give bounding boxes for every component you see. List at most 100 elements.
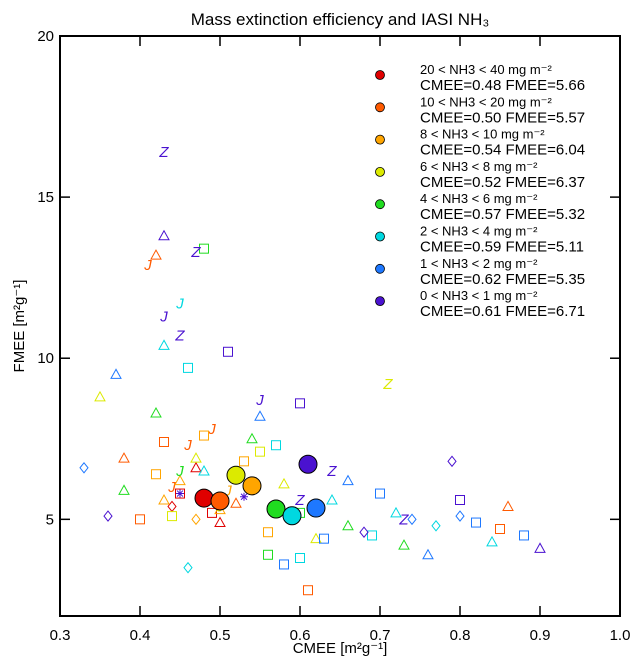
point-square	[183, 362, 193, 373]
point-square	[271, 440, 281, 451]
point-triangle	[230, 497, 242, 508]
point-triangle	[158, 493, 170, 505]
point-triangle	[502, 500, 514, 511]
legend-label: 8 < NH3 < 10 mg m⁻²	[420, 127, 545, 142]
point-square	[207, 507, 217, 518]
legend-stats: CMEE=0.50 FMEE=5.57	[420, 109, 585, 126]
point-square	[519, 530, 529, 541]
point-triangle	[342, 474, 354, 486]
y-tick-label: 10	[37, 350, 54, 367]
point-letter: Z	[294, 492, 305, 509]
point-triangle	[398, 539, 410, 550]
point-diamond	[407, 513, 417, 526]
legend-label: 6 < NH3 < 8 mg m⁻²	[420, 159, 538, 174]
point-triangle	[422, 548, 434, 560]
point-triangle	[158, 339, 170, 350]
point-square	[455, 495, 465, 505]
point-square	[199, 430, 209, 441]
point-letter: J	[183, 437, 192, 454]
x-tick-label: 0.6	[290, 627, 311, 644]
point-triangle	[326, 493, 338, 505]
point-triangle	[214, 516, 226, 528]
point-square	[263, 527, 273, 538]
x-tick-label: 0.5	[210, 627, 231, 644]
point-square	[471, 517, 481, 528]
point-diamond	[447, 455, 457, 468]
point-triangle	[310, 532, 322, 544]
legend-stats: CMEE=0.48 FMEE=5.66	[420, 77, 585, 94]
point-square	[279, 559, 289, 570]
point-triangle	[118, 452, 130, 463]
mean-point	[298, 454, 318, 474]
legend-marker	[375, 231, 385, 242]
point-square	[295, 553, 305, 563]
point-letter: J	[255, 392, 264, 409]
y-tick-label: 20	[37, 28, 54, 45]
mean-point	[282, 506, 302, 526]
point-triangle	[198, 464, 210, 476]
point-letter: Z	[174, 328, 185, 345]
point-letter: Z	[382, 376, 393, 393]
legend-label: 10 < NH3 < 20 mg m⁻²	[420, 94, 553, 109]
legend-stats: CMEE=0.54 FMEE=6.04	[420, 142, 585, 159]
point-triangle	[534, 542, 546, 553]
point-letter: J	[175, 295, 184, 312]
mean-point	[194, 488, 214, 508]
legend-marker	[375, 70, 385, 80]
point-diamond	[183, 561, 193, 574]
point-square	[159, 437, 169, 447]
legend-stats: CMEE=0.62 FMEE=5.35	[420, 271, 585, 288]
point-triangle	[390, 506, 402, 518]
mean-point	[210, 491, 230, 511]
point-square	[135, 514, 145, 525]
point-square	[319, 533, 329, 544]
legend-label: 20 < NH3 < 40 mg m⁻²	[420, 62, 553, 77]
point-diamond	[455, 510, 465, 522]
legend-label: 0 < NH3 < 1 mg m⁻²	[420, 288, 538, 303]
point-letter: Z	[398, 511, 409, 528]
point-diamond	[79, 461, 89, 474]
point-triangle	[94, 390, 106, 402]
point-diamond	[191, 513, 201, 526]
legend-stats: CMEE=0.52 FMEE=6.37	[420, 174, 585, 191]
point-triangle	[190, 461, 202, 473]
y-axis-label: FMEE [m²g⁻¹]	[11, 280, 28, 373]
point-triangle	[278, 477, 290, 489]
point-triangle	[150, 406, 162, 418]
point-triangle	[158, 229, 170, 241]
point-triangle	[118, 484, 130, 495]
point-triangle	[150, 249, 162, 260]
point-letter: J	[143, 257, 152, 274]
legend-stats: CMEE=0.57 FMEE=5.32	[420, 206, 585, 223]
point-square	[375, 488, 385, 499]
point-square	[255, 446, 265, 457]
x-tick-label: 0.7	[370, 627, 391, 644]
legend-label: 2 < NH3 < 4 mg m⁻²	[420, 224, 538, 239]
legend-stats: CMEE=0.61 FMEE=6.71	[420, 303, 585, 320]
point-square	[495, 524, 505, 534]
point-square	[303, 585, 313, 596]
x-tick-label: 0.8	[450, 627, 471, 644]
point-square	[223, 346, 233, 357]
legend-marker	[375, 296, 385, 307]
point-square	[263, 549, 273, 560]
chart-title: Mass extinction efficiency and IASI NH₃	[191, 10, 490, 29]
legend-marker	[375, 134, 385, 145]
plot-area: JJJJJZJJJZZZJJZZZ	[79, 144, 546, 596]
point-letter: Z	[190, 244, 201, 261]
legend-label: 4 < NH3 < 6 mg m⁻²	[420, 191, 538, 206]
x-tick-label: 1.0	[610, 627, 631, 644]
point-square	[167, 511, 177, 522]
mean-point	[242, 476, 262, 496]
point-letter: J	[175, 463, 184, 480]
point-triangle	[254, 410, 266, 421]
point-square	[367, 530, 377, 541]
point-square	[239, 456, 249, 467]
point-triangle	[246, 432, 258, 444]
mean-point	[306, 498, 326, 518]
axes-frame	[59, 35, 621, 617]
point-letter: Z	[158, 144, 169, 161]
point-asterisk	[176, 489, 184, 498]
